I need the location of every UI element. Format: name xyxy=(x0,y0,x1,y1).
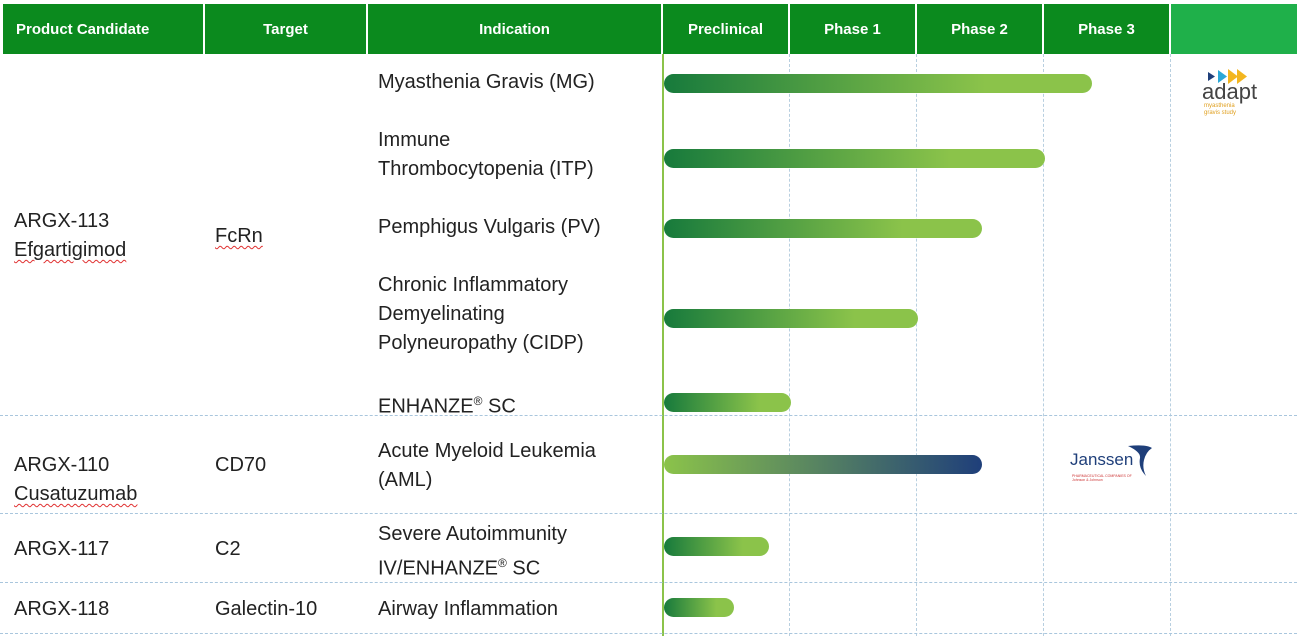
janssen-logo: Janssen PHARMACEUTICAL COMPANIES OF John… xyxy=(1070,442,1160,482)
adapt-wordmark: adapt xyxy=(1202,79,1258,104)
grid-line-extra xyxy=(1170,54,1171,636)
indication-enhanze: ENHANZE® SC xyxy=(378,387,516,422)
bar-pv xyxy=(664,219,982,238)
registered-mark: ® xyxy=(498,556,507,570)
target-fcrn: FcRn xyxy=(215,222,263,251)
grid-line-phase3 xyxy=(1043,54,1044,636)
target-galectin10: Galectin-10 xyxy=(215,598,318,620)
indication-text: SC xyxy=(482,395,516,418)
adapt-arrows-icon xyxy=(1208,69,1247,84)
indication-line: Acute Myeloid Leukemia xyxy=(378,440,596,462)
bar-mg xyxy=(664,74,1092,93)
row-divider-3 xyxy=(0,582,1297,583)
indication-line: (AML) xyxy=(378,469,433,491)
header-phase3: Phase 3 xyxy=(1044,4,1169,54)
row-divider-2 xyxy=(0,513,1297,514)
janssen-wordmark: Janssen xyxy=(1070,450,1134,469)
preclinical-axis-line xyxy=(662,54,664,636)
header-phase1: Phase 1 xyxy=(790,4,915,54)
bar-itp xyxy=(664,149,1045,168)
candidate-argx118: ARGX-118 xyxy=(14,598,110,620)
row-divider-4 xyxy=(0,633,1297,634)
target-label: FcRn xyxy=(215,225,263,247)
indication-line: Polyneuropathy (CIDP) xyxy=(378,332,584,354)
bar-aml xyxy=(664,455,982,474)
candidate-name: ARGX-110 xyxy=(14,454,110,476)
candidate-subname: Cusatuzumab xyxy=(14,483,138,505)
header-phase2: Phase 2 xyxy=(917,4,1042,54)
indication-severe-autoimmunity: Severe Autoimmunity IV/ENHANZE® SC xyxy=(378,520,567,584)
candidate-name: ARGX-113 xyxy=(14,210,110,232)
bar-severe-autoimmunity xyxy=(664,537,769,556)
indication-airway: Airway Inflammation xyxy=(378,598,559,620)
indication-line: Immune xyxy=(378,129,451,151)
adapt-subtitle: myasthenia xyxy=(1204,103,1235,109)
header-indication: Indication xyxy=(368,4,661,54)
registered-mark: ® xyxy=(473,394,483,408)
bar-enhanze xyxy=(664,393,791,412)
adapt-subtitle: gravis study xyxy=(1204,110,1237,116)
adapt-logo: adapt myasthenia gravis study xyxy=(1196,66,1276,120)
indication-line: Severe Autoimmunity xyxy=(378,523,567,545)
bar-airway xyxy=(664,598,734,617)
indication-line: Thrombocytopenia (ITP) xyxy=(378,158,594,180)
indication-itp: Immune Thrombocytopenia (ITP) xyxy=(378,126,594,184)
indication-pv: Pemphigus Vulgaris (PV) xyxy=(378,216,601,238)
header-target: Target xyxy=(205,4,366,54)
header-extra xyxy=(1171,4,1297,54)
indication-text: SC xyxy=(506,557,541,580)
row-divider-1 xyxy=(0,415,1297,416)
candidate-argx113: ARGX-113 Efgartigimod xyxy=(14,207,126,265)
janssen-swoosh-icon xyxy=(1128,445,1152,476)
target-c2: C2 xyxy=(215,538,241,560)
grid-line-phase1 xyxy=(789,54,790,636)
header-preclinical: Preclinical xyxy=(663,4,788,54)
candidate-argx117: ARGX-117 xyxy=(14,538,110,560)
indication-text: IV/ENHANZE xyxy=(378,557,499,580)
indication-text: ENHANZE xyxy=(378,395,474,418)
indication-line: Demyelinating xyxy=(378,303,505,325)
bar-cidp xyxy=(664,309,918,328)
indication-aml: Acute Myeloid Leukemia (AML) xyxy=(378,437,596,495)
grid-line-phase2 xyxy=(916,54,917,636)
candidate-argx110: ARGX-110 Cusatuzumab xyxy=(14,451,137,509)
janssen-subtitle: PHARMACEUTICAL COMPANIES OF Johnson & Jo… xyxy=(1072,474,1132,482)
header-product: Product Candidate xyxy=(3,4,203,54)
indication-cidp: Chronic Inflammatory Demyelinating Polyn… xyxy=(378,271,584,358)
target-cd70: CD70 xyxy=(215,454,267,476)
indication-line: Chronic Inflammatory xyxy=(378,274,569,296)
indication-mg: Myasthenia Gravis (MG) xyxy=(378,71,595,93)
candidate-subname: Efgartigimod xyxy=(14,239,127,261)
